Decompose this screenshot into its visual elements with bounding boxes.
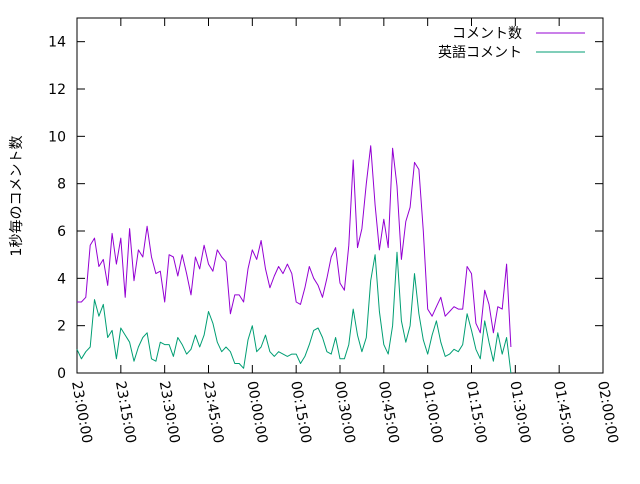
legend-label: 英語コメント <box>438 44 522 61</box>
y-tick-label: 4 <box>57 271 66 287</box>
y-tick-label: 12 <box>48 82 66 98</box>
legend-label: コメント数 <box>452 26 522 42</box>
y-axis-ticks: 0 2 4 6 8 10 12 14 <box>48 35 603 382</box>
y-tick-label: 2 <box>57 319 66 335</box>
y-axis-label: 1秒毎のコメント数 <box>9 136 25 257</box>
series-lines <box>76 145 512 374</box>
series-line-2 <box>76 251 512 374</box>
series-line-1 <box>77 145 512 348</box>
y-tick-label: 10 <box>48 129 66 145</box>
y-tick-label: 6 <box>57 224 66 240</box>
y-tick-label: 0 <box>57 366 66 382</box>
y-tick-label: 14 <box>48 35 66 51</box>
y-tick-label: 8 <box>57 177 66 193</box>
